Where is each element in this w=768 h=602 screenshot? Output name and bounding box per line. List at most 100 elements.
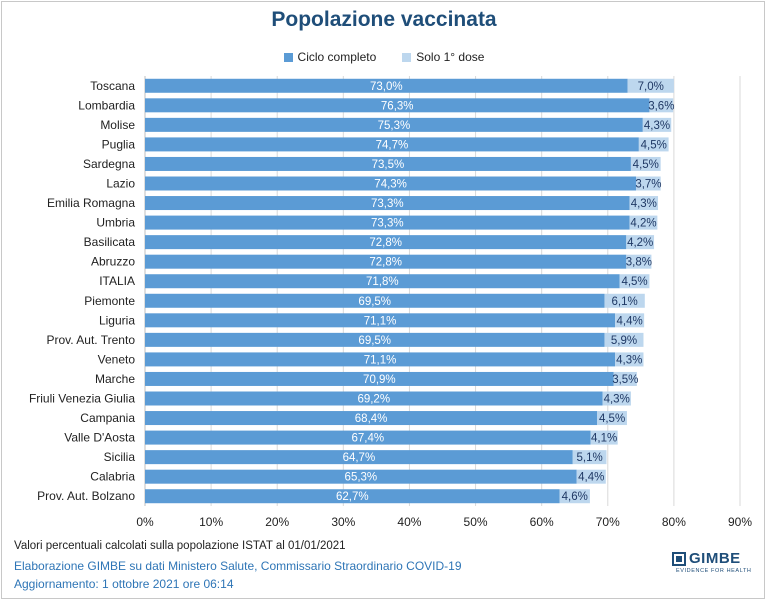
bar-ciclo-completo xyxy=(145,254,627,269)
gimbe-logo-tagline: EVIDENCE FOR HEALTH xyxy=(676,568,752,574)
category-label: Sicilia xyxy=(104,450,136,464)
category-label: Basilicata xyxy=(84,235,136,249)
data-label-solo-prima-dose: 3,7% xyxy=(635,179,661,191)
bar-solo-prima-dose xyxy=(638,137,669,152)
bar-ciclo-completo xyxy=(145,274,620,289)
data-label-ciclo-completo: 73,5% xyxy=(372,159,405,171)
legend: Ciclo completo Solo 1° dose xyxy=(0,50,768,64)
data-label-solo-prima-dose: 3,5% xyxy=(612,374,638,386)
data-label-ciclo-completo: 72,8% xyxy=(369,237,402,249)
category-label: Marche xyxy=(95,372,135,386)
data-label-solo-prima-dose: 4,5% xyxy=(633,159,659,171)
data-label-solo-prima-dose: 4,3% xyxy=(631,198,657,210)
bar-solo-prima-dose xyxy=(572,450,607,465)
bar-ciclo-completo xyxy=(145,196,630,211)
data-label-ciclo-completo: 64,7% xyxy=(343,452,376,464)
bar-ciclo-completo xyxy=(145,78,628,93)
data-label-ciclo-completo: 74,3% xyxy=(374,179,407,191)
category-label: Molise xyxy=(100,118,135,132)
bar-solo-prima-dose xyxy=(619,274,650,289)
data-label-ciclo-completo: 75,3% xyxy=(378,120,411,132)
bar-solo-prima-dose xyxy=(630,156,661,171)
data-label-solo-prima-dose: 4,6% xyxy=(562,491,588,503)
bar-ciclo-completo xyxy=(145,235,627,250)
x-tick-label: 30% xyxy=(331,515,355,529)
bar-ciclo-completo xyxy=(145,430,591,445)
x-tick-label: 80% xyxy=(662,515,686,529)
x-tick-label: 90% xyxy=(728,515,752,529)
category-label: Prov. Aut. Trento xyxy=(47,333,136,347)
update-text: Aggiornamento: 1 ottobre 2021 ore 06:14 xyxy=(14,577,234,591)
category-label: Abruzzo xyxy=(91,255,135,269)
bar-ciclo-completo xyxy=(145,391,603,406)
data-label-ciclo-completo: 72,8% xyxy=(369,257,402,269)
data-label-solo-prima-dose: 4,3% xyxy=(616,354,642,366)
data-label-solo-prima-dose: 4,5% xyxy=(599,413,625,425)
category-label: Liguria xyxy=(99,313,135,327)
category-label: Valle D'Aosta xyxy=(64,431,135,445)
legend-item-ciclo-completo: Ciclo completo xyxy=(283,50,376,64)
bar-ciclo-completo xyxy=(145,215,630,230)
data-label-solo-prima-dose: 3,6% xyxy=(648,100,674,112)
data-label-solo-prima-dose: 7,0% xyxy=(638,81,664,93)
data-label-ciclo-completo: 62,7% xyxy=(336,491,369,503)
category-label: Veneto xyxy=(98,352,136,366)
data-label-solo-prima-dose: 4,2% xyxy=(630,218,656,230)
bar-ciclo-completo xyxy=(145,352,616,367)
data-label-solo-prima-dose: 4,5% xyxy=(641,139,667,151)
category-label: Campania xyxy=(80,411,135,425)
category-label: Prov. Aut. Bolzano xyxy=(37,489,135,503)
category-label: Friuli Venezia Giulia xyxy=(29,392,135,406)
bar-ciclo-completo xyxy=(145,411,598,426)
legend-swatch-ciclo-completo xyxy=(283,52,293,62)
bar-solo-prima-dose xyxy=(602,391,631,406)
data-label-solo-prima-dose: 3,8% xyxy=(626,257,652,269)
gimbe-logo-text: GIMBE xyxy=(689,550,741,567)
bar-solo-prima-dose xyxy=(576,469,606,484)
bar-ciclo-completo xyxy=(145,450,573,465)
data-label-solo-prima-dose: 4,4% xyxy=(578,472,604,484)
bar-ciclo-completo xyxy=(145,137,639,152)
bar-solo-prima-dose xyxy=(590,430,618,445)
category-label: Puglia xyxy=(102,137,136,151)
bar-solo-prima-dose xyxy=(627,78,674,93)
bar-solo-prima-dose xyxy=(649,98,674,113)
x-tick-label: 40% xyxy=(397,515,421,529)
bar-ciclo-completo xyxy=(145,469,577,484)
bar-solo-prima-dose xyxy=(604,293,645,308)
data-label-ciclo-completo: 73,3% xyxy=(371,198,404,210)
bar-solo-prima-dose xyxy=(626,235,655,250)
x-tick-label: 0% xyxy=(136,515,154,529)
footnote: Valori percentuali calcolati sulla popol… xyxy=(14,540,346,552)
bar-ciclo-completo xyxy=(145,489,560,504)
bar-ciclo-completo xyxy=(145,117,643,132)
bar-solo-prima-dose xyxy=(613,371,637,386)
data-label-solo-prima-dose: 5,1% xyxy=(576,452,602,464)
bar-solo-prima-dose xyxy=(615,352,644,367)
legend-item-solo-prima-dose: Solo 1° dose xyxy=(402,50,484,64)
data-label-solo-prima-dose: 6,1% xyxy=(612,296,638,308)
data-label-ciclo-completo: 76,3% xyxy=(381,100,414,112)
gimbe-logo: GIMBE EVIDENCE FOR HEALTH xyxy=(672,550,752,582)
data-label-solo-prima-dose: 4,4% xyxy=(616,315,642,327)
data-label-solo-prima-dose: 4,3% xyxy=(644,120,670,132)
gimbe-logo-icon xyxy=(672,552,686,566)
category-label: Emilia Romagna xyxy=(47,196,135,210)
bar-ciclo-completo xyxy=(145,332,605,347)
category-label: Lombardia xyxy=(78,98,135,112)
source-text: Elaborazione GIMBE su dati Ministero Sal… xyxy=(14,559,462,573)
data-label-ciclo-completo: 71,8% xyxy=(366,276,399,288)
data-label-ciclo-completo: 68,4% xyxy=(355,413,388,425)
bar-ciclo-completo xyxy=(145,98,650,113)
bar-ciclo-completo xyxy=(145,371,614,386)
data-label-solo-prima-dose: 4,1% xyxy=(591,433,617,445)
bar-ciclo-completo xyxy=(145,156,631,171)
data-label-ciclo-completo: 69,2% xyxy=(357,394,390,406)
data-label-ciclo-completo: 69,5% xyxy=(358,335,391,347)
x-tick-label: 70% xyxy=(596,515,620,529)
bar-ciclo-completo xyxy=(145,313,616,328)
x-tick-label: 50% xyxy=(464,515,488,529)
x-tick-label: 10% xyxy=(199,515,223,529)
bar-solo-prima-dose xyxy=(559,489,590,504)
